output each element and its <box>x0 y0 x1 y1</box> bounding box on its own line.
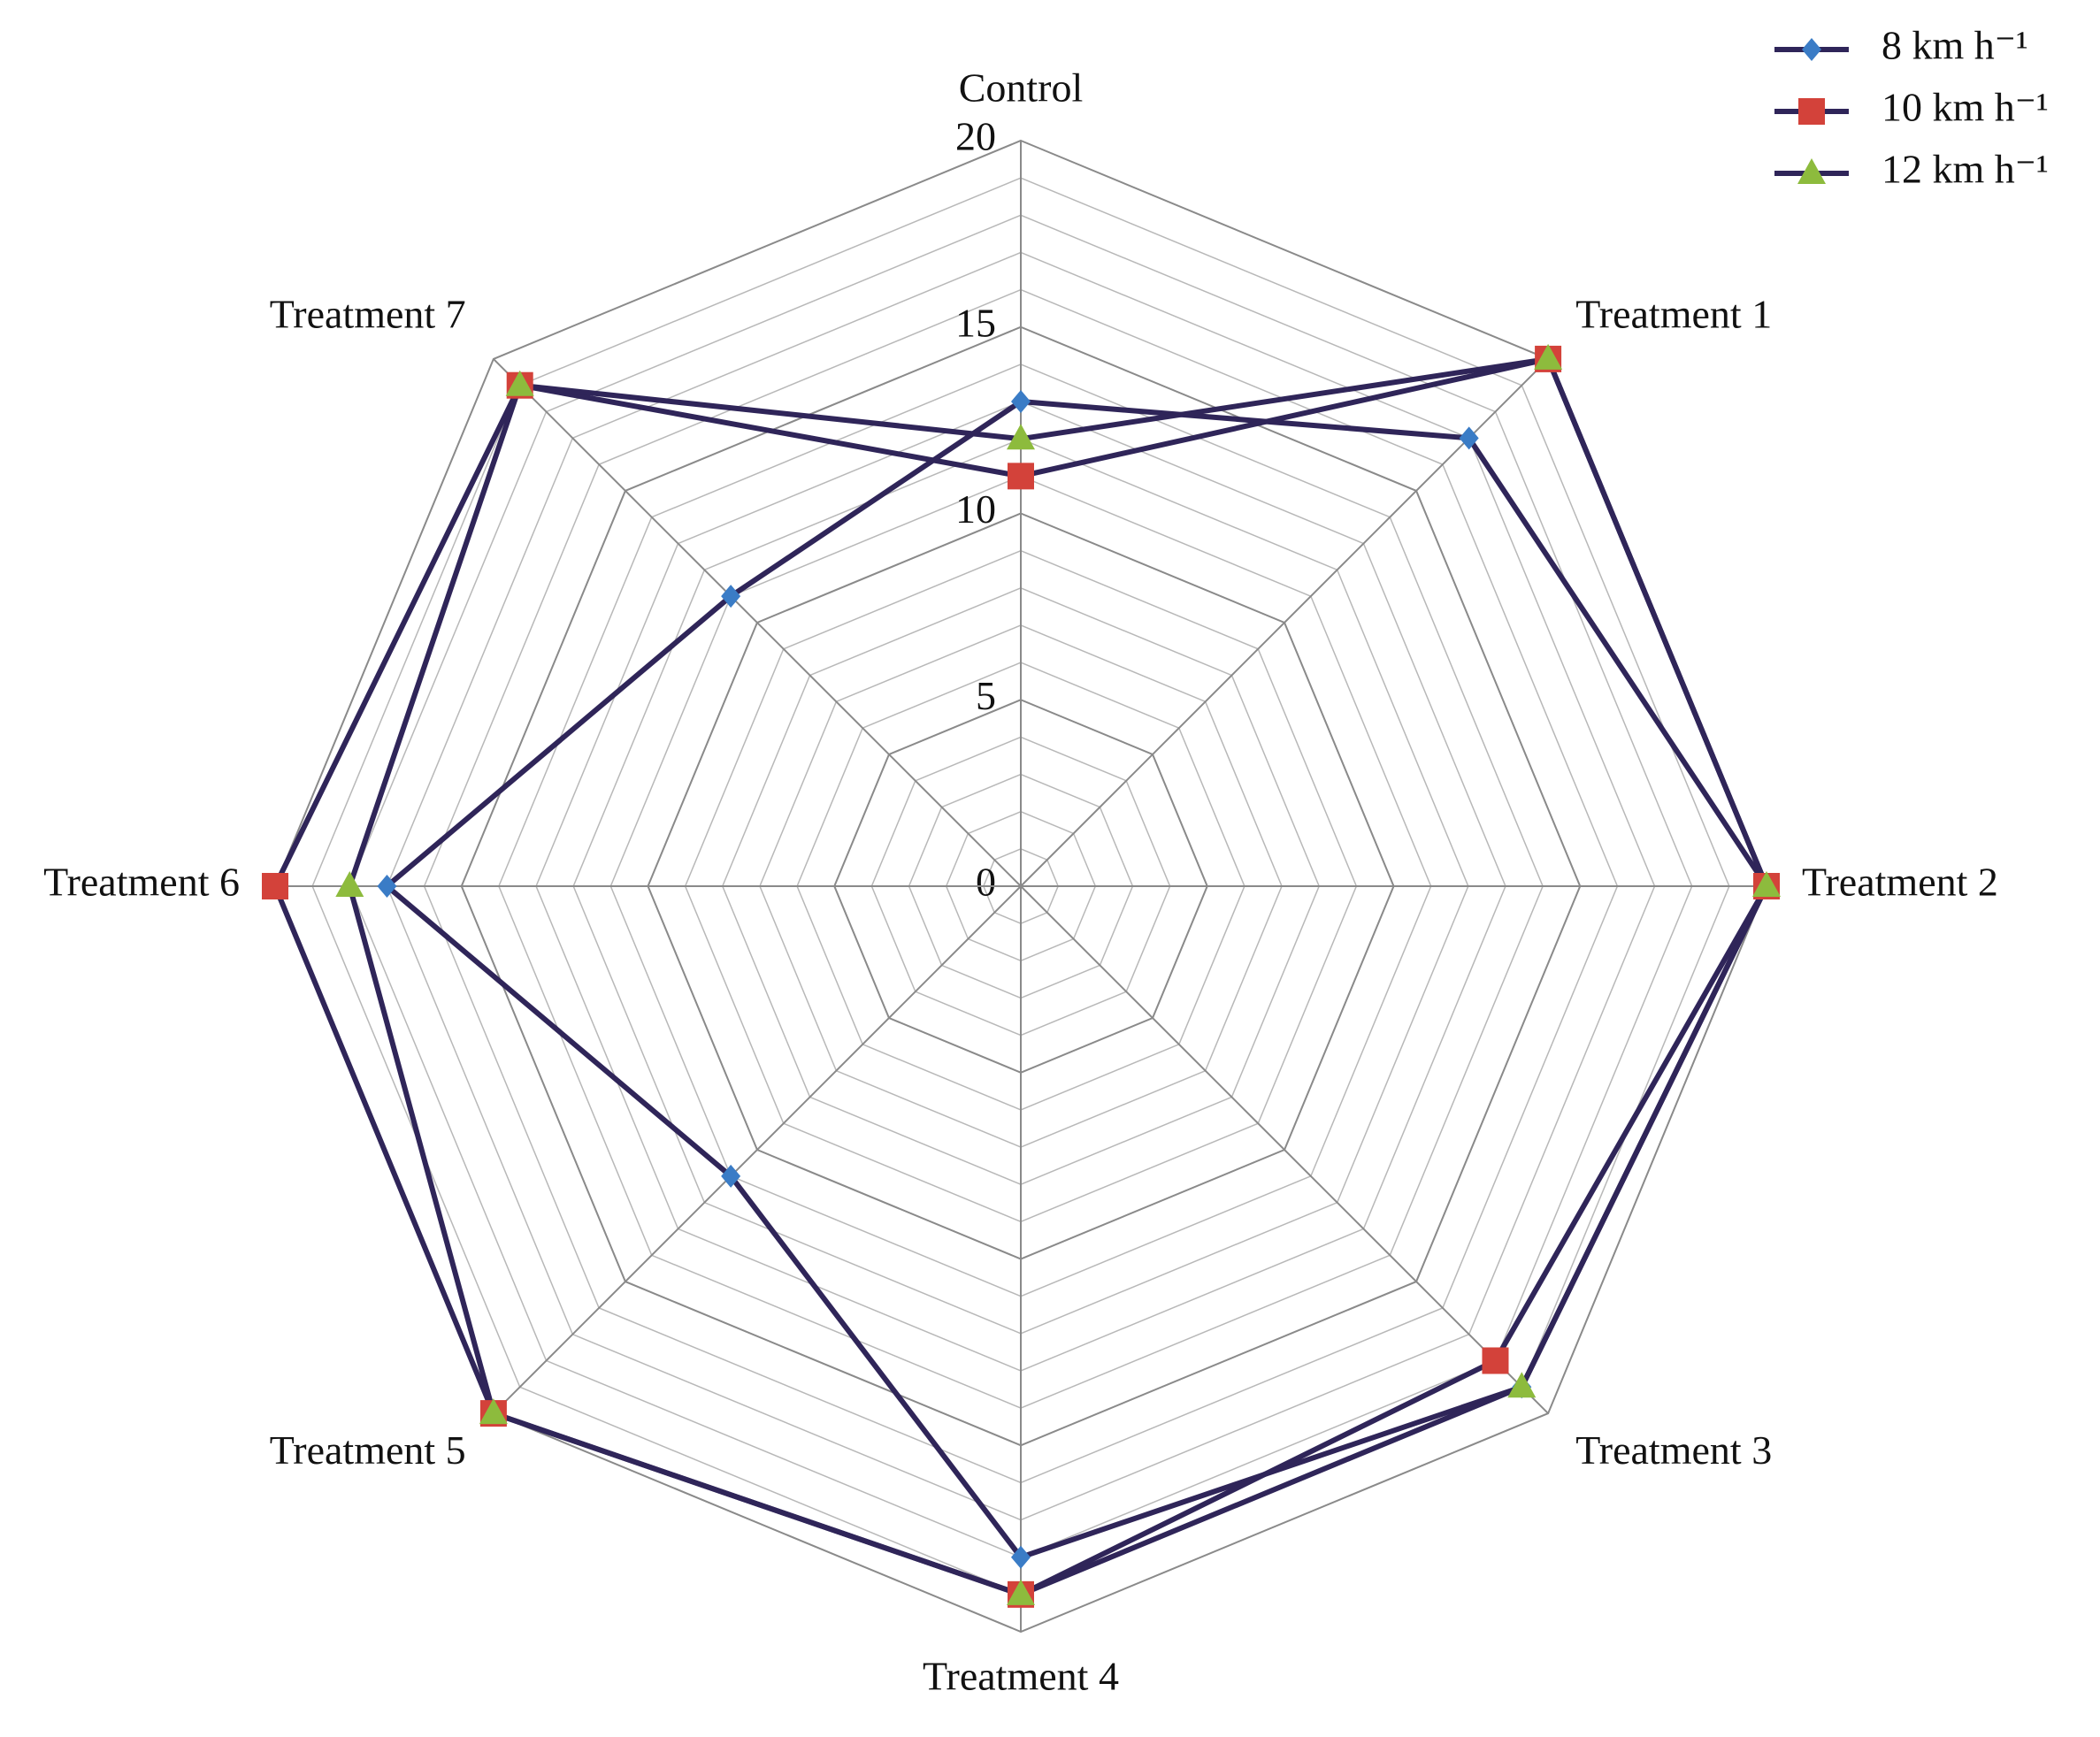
category-label: Treatment 5 <box>270 1427 466 1473</box>
category-label: Treatment 3 <box>1575 1427 1772 1473</box>
data-point <box>1008 463 1034 490</box>
legend-marker <box>1798 98 1825 125</box>
spoke <box>1020 885 1549 1414</box>
category-label: Treatment 6 <box>43 860 240 905</box>
data-point <box>377 875 397 898</box>
data-point <box>335 871 364 897</box>
tick-label: 20 <box>955 114 996 159</box>
tick-label: 15 <box>955 300 996 345</box>
data-point <box>1534 343 1563 370</box>
data-point <box>1011 390 1031 414</box>
data-point <box>1459 426 1479 450</box>
data-point <box>721 1164 741 1188</box>
legend-marker <box>1797 158 1826 184</box>
tick-label: 5 <box>976 673 996 718</box>
legend-label: 10 km h⁻¹ <box>1882 85 2049 130</box>
data-point <box>1007 424 1035 450</box>
legend-marker <box>1802 38 1821 61</box>
data-point <box>1752 871 1781 897</box>
data-point <box>505 370 534 396</box>
category-label: Treatment 2 <box>1802 860 1998 905</box>
data-point <box>1482 1347 1509 1374</box>
data-point <box>1007 1579 1035 1605</box>
legend-label: 8 km h⁻¹ <box>1882 23 2028 68</box>
category-label: Treatment 7 <box>270 291 466 336</box>
category-label: Treatment 1 <box>1575 291 1772 336</box>
data-point <box>262 873 288 899</box>
tick-label: 0 <box>976 860 996 905</box>
spoke <box>493 358 1022 887</box>
series-line <box>347 356 1770 1598</box>
data-point <box>1011 1545 1031 1569</box>
data-point <box>479 1398 508 1425</box>
data-point <box>721 585 741 608</box>
spoke <box>1020 358 1549 887</box>
legend-label: 12 km h⁻¹ <box>1882 147 2049 192</box>
tick-label: 10 <box>955 486 996 532</box>
data-point <box>1507 1372 1537 1398</box>
spoke <box>493 885 1022 1414</box>
category-label: Treatment 4 <box>923 1654 1119 1699</box>
category-label: Control <box>959 65 1084 111</box>
